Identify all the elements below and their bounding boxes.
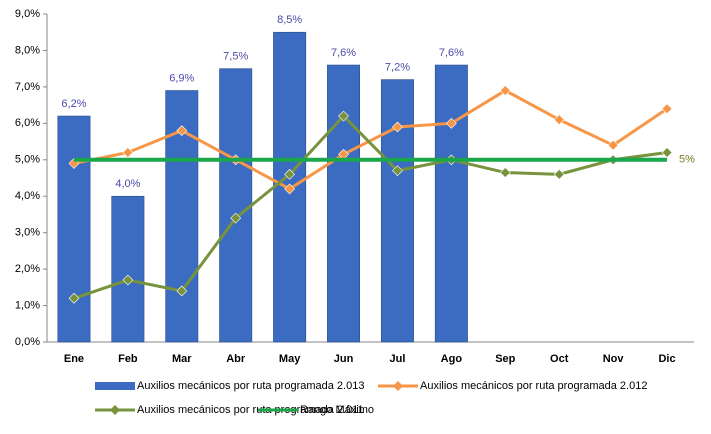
data-label: 7,2% bbox=[385, 62, 410, 74]
bar bbox=[327, 64, 361, 343]
marker bbox=[284, 183, 296, 195]
data-label: 7,6% bbox=[331, 47, 356, 59]
y-tick-label: 5,0% bbox=[15, 154, 40, 166]
marker bbox=[68, 292, 80, 304]
marker bbox=[553, 168, 565, 180]
legend-marker bbox=[393, 381, 403, 391]
x-tick-label: Sep bbox=[495, 353, 515, 365]
bar bbox=[111, 195, 145, 343]
x-tick-label: Abr bbox=[226, 353, 246, 365]
x-tick-label: Ago bbox=[441, 353, 463, 365]
data-label: 5% bbox=[679, 154, 695, 166]
y-tick-label: 0,0% bbox=[15, 336, 40, 348]
x-tick-label: Jul bbox=[390, 353, 406, 365]
y-tick-label: 9,0% bbox=[15, 8, 40, 20]
legend-label: Auxilios mecánicos por ruta programada 2… bbox=[137, 380, 364, 392]
legend-swatch bbox=[95, 382, 135, 390]
bar bbox=[57, 115, 91, 343]
marker bbox=[499, 85, 511, 96]
line bbox=[73, 113, 668, 300]
y-tick-label: 3,0% bbox=[15, 227, 40, 239]
legend-label: Auxilios mecánicos por ruta programada 2… bbox=[420, 380, 647, 392]
marker bbox=[499, 167, 511, 178]
y-tick-label: 6,0% bbox=[15, 117, 40, 129]
marker bbox=[338, 110, 349, 122]
marker bbox=[661, 103, 673, 115]
marker bbox=[176, 285, 188, 297]
data-label: 8,5% bbox=[277, 14, 302, 26]
x-tick-label: Dic bbox=[658, 353, 675, 365]
line bbox=[73, 88, 668, 191]
y-tick-label: 8,0% bbox=[15, 44, 40, 56]
y-tick-label: 7,0% bbox=[15, 81, 40, 93]
y-tick-label: 4,0% bbox=[15, 190, 40, 202]
data-label: 6,2% bbox=[61, 98, 86, 110]
marker bbox=[122, 147, 134, 158]
legend-label: Auxilios mecánicos por ruta programada 2… bbox=[137, 404, 364, 416]
bar bbox=[219, 68, 253, 343]
marker bbox=[230, 212, 242, 224]
marker bbox=[607, 139, 619, 151]
x-tick-label: May bbox=[279, 353, 301, 365]
marker bbox=[445, 117, 457, 129]
x-tick-label: Oct bbox=[550, 353, 569, 365]
bar bbox=[380, 79, 414, 343]
data-label: 4,0% bbox=[115, 178, 140, 190]
marker bbox=[392, 165, 403, 177]
marker bbox=[284, 168, 296, 180]
marker bbox=[176, 125, 188, 137]
x-tick-label: Ene bbox=[64, 353, 84, 365]
marker bbox=[661, 147, 673, 158]
x-tick-label: Jun bbox=[334, 353, 354, 365]
x-tick-label: Nov bbox=[603, 353, 625, 365]
legend-marker bbox=[110, 405, 120, 415]
bar bbox=[434, 64, 468, 343]
data-label: 7,6% bbox=[439, 47, 464, 59]
marker bbox=[392, 121, 403, 133]
y-tick-label: 2,0% bbox=[15, 263, 40, 275]
marker bbox=[122, 274, 134, 286]
y-tick-label: 1,0% bbox=[15, 299, 40, 311]
x-tick-label: Feb bbox=[118, 353, 138, 365]
data-label: 7,5% bbox=[223, 51, 248, 63]
marker bbox=[553, 114, 565, 126]
legend-label: Rango Máximo bbox=[300, 404, 374, 416]
x-tick-label: Mar bbox=[172, 353, 192, 365]
data-label: 6,9% bbox=[169, 72, 194, 84]
